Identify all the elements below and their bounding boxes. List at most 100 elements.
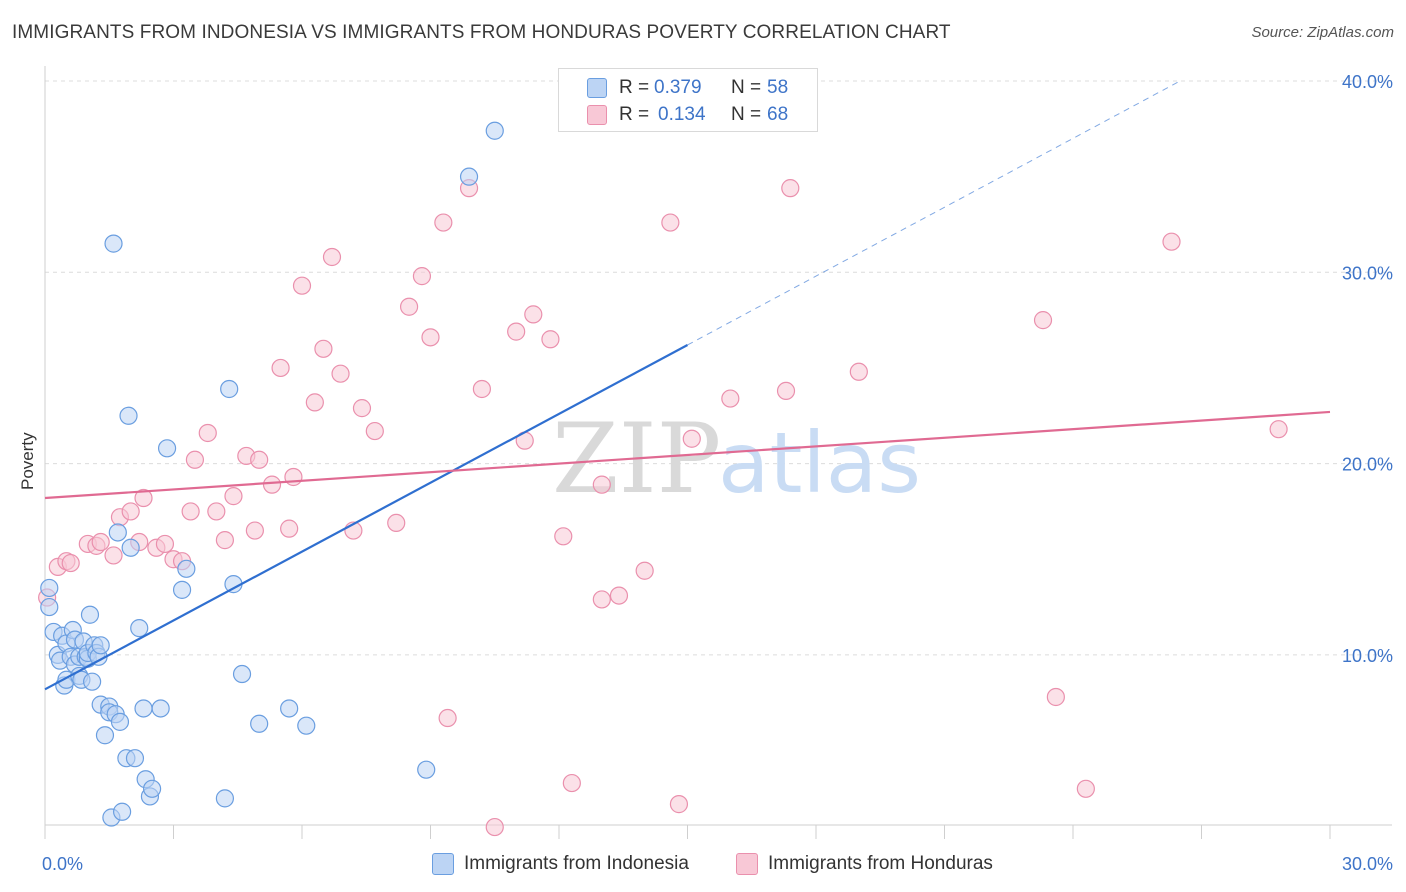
data-point — [592, 590, 611, 609]
data-point — [185, 450, 205, 469]
data-point — [83, 672, 102, 691]
data-point — [142, 779, 162, 798]
data-point — [352, 399, 372, 418]
data-point — [271, 358, 290, 378]
data-point — [280, 519, 299, 538]
data-point — [322, 247, 342, 267]
data-point — [119, 406, 138, 425]
data-point — [95, 726, 115, 745]
legend-n-value: 58 — [767, 77, 789, 98]
legend-r-value: 0.134 — [658, 104, 706, 125]
data-point — [220, 379, 239, 399]
trend-lines — [44, 80, 1331, 691]
data-point — [485, 817, 504, 837]
data-point — [331, 364, 350, 383]
tick-labels: 10.0% 20.0% 30.0% 40.0% 0.0% 30.0% — [42, 72, 1393, 874]
data-point — [417, 760, 436, 779]
data-point — [365, 421, 384, 441]
bottom-legend-label-indonesia: Immigrants from Indonesia — [464, 853, 689, 874]
legend-r-label: R = — [619, 104, 650, 125]
y-tick-label: 10.0% — [1342, 646, 1393, 666]
trend-line-honduras — [44, 410, 1331, 500]
data-point — [40, 597, 59, 617]
watermark: ZIP atlas — [552, 403, 921, 515]
data-point — [554, 527, 573, 546]
data-point — [207, 502, 226, 521]
data-point — [459, 167, 479, 186]
data-point — [134, 699, 153, 718]
data-point — [297, 716, 316, 735]
data-point — [507, 322, 526, 341]
data-point — [635, 561, 654, 580]
data-point — [292, 276, 312, 295]
watermark-atlas: atlas — [718, 414, 921, 512]
data-point — [40, 578, 59, 598]
y-tick-label: 30.0% — [1342, 263, 1393, 283]
legend-swatch-indonesia — [587, 78, 607, 98]
legend-n-value: 68 — [767, 104, 789, 125]
data-point — [155, 534, 175, 554]
data-point — [472, 379, 491, 399]
x-tick-label: 30.0% — [1342, 854, 1393, 874]
data-point — [215, 789, 234, 808]
data-point — [250, 714, 269, 733]
data-point — [215, 531, 234, 550]
data-point — [181, 502, 200, 521]
correlation-legend: R = 0.379 N = 58 R = 0.134 N = 68 — [558, 68, 818, 132]
data-point — [130, 619, 149, 638]
data-point — [280, 699, 299, 718]
data-point — [198, 423, 217, 443]
data-point — [177, 559, 196, 578]
data-point — [121, 538, 140, 557]
data-point — [61, 553, 80, 573]
data-point — [224, 487, 243, 506]
data-point — [1162, 232, 1181, 251]
chart-title: IMMIGRANTS FROM INDONESIA VS IMMIGRANTS … — [12, 22, 951, 43]
y-axis-label: Poverty — [18, 432, 37, 490]
data-point — [104, 234, 123, 253]
y-tick-label: 20.0% — [1342, 455, 1393, 475]
data-point — [438, 708, 457, 728]
source-label: Source: ZipAtlas.com — [1251, 24, 1394, 41]
data-point — [121, 502, 140, 521]
data-point — [669, 795, 689, 814]
data-point — [609, 586, 629, 605]
data-point — [91, 636, 110, 655]
data-point — [1046, 687, 1065, 707]
data-point — [305, 393, 324, 412]
data-point — [112, 802, 132, 821]
data-point — [412, 267, 432, 286]
data-point — [91, 532, 110, 552]
legend-r-label: R = — [619, 77, 650, 98]
data-point — [721, 389, 740, 408]
trend-line-indonesia-extension — [687, 80, 1181, 346]
data-point — [387, 513, 406, 533]
data-point — [108, 523, 127, 542]
data-point — [781, 179, 800, 198]
x-tick-label: 0.0% — [42, 854, 83, 874]
data-point — [110, 712, 130, 731]
data-point — [314, 339, 333, 358]
data-point — [232, 664, 252, 684]
data-point — [250, 450, 269, 469]
data-point — [849, 362, 868, 381]
data-point — [1076, 779, 1095, 798]
data-point — [524, 305, 543, 324]
y-tick-label: 40.0% — [1342, 72, 1393, 92]
data-point — [541, 330, 560, 349]
indonesia-series — [40, 121, 504, 827]
trend-line-indonesia — [44, 344, 689, 691]
data-point — [682, 429, 701, 448]
data-point — [562, 773, 581, 793]
legend-swatch-honduras — [587, 105, 607, 125]
data-point — [284, 467, 303, 487]
bottom-legend-swatch-honduras — [736, 853, 758, 875]
data-point — [125, 749, 145, 768]
grid-lines — [45, 80, 1392, 656]
legend-r-value: 0.379 — [654, 77, 702, 98]
legend-n-label: N = — [731, 104, 762, 125]
data-point — [661, 213, 680, 232]
data-point — [1269, 420, 1288, 439]
data-point — [104, 546, 123, 565]
